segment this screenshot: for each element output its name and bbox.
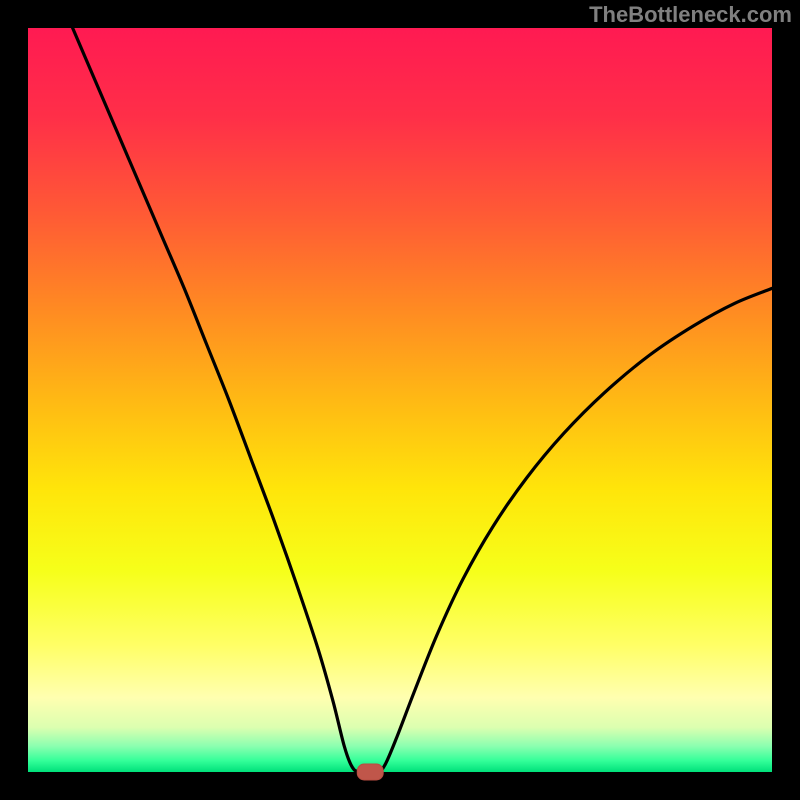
bottleneck-chart: TheBottleneck.com [0, 0, 800, 800]
plot-background [28, 28, 772, 772]
chart-canvas [0, 0, 800, 800]
watermark-text: TheBottleneck.com [589, 2, 792, 28]
optimum-marker [357, 764, 383, 780]
